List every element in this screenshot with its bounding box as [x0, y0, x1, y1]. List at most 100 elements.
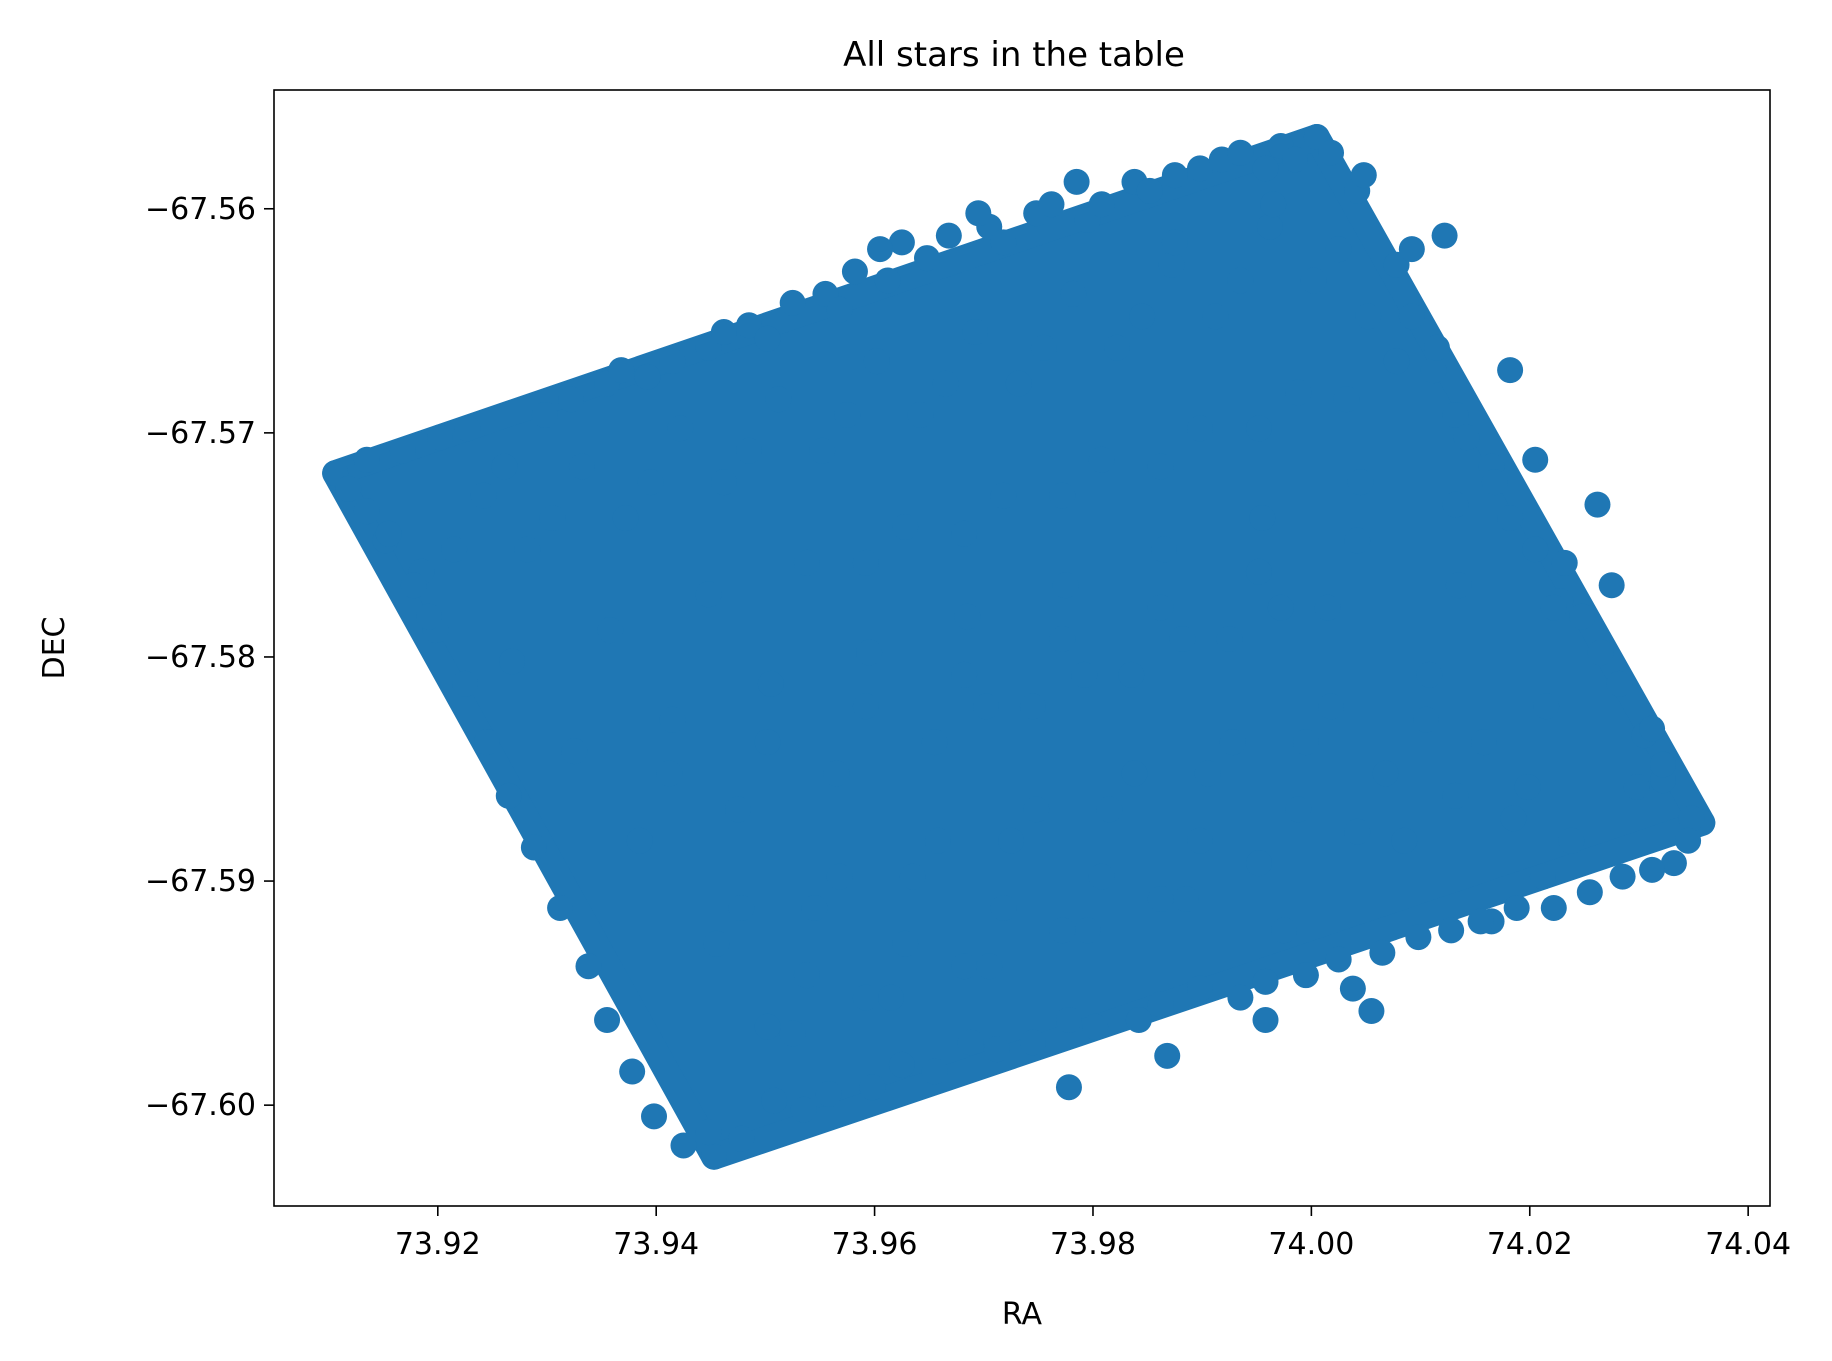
- star-point: [921, 729, 948, 756]
- star-point: [1350, 162, 1377, 189]
- x-tick-label: 74.02: [1487, 1227, 1573, 1262]
- star-point: [1169, 626, 1196, 653]
- star-point: [1285, 796, 1312, 823]
- star-point: [1540, 594, 1567, 621]
- star-point: [1060, 280, 1087, 307]
- star-point: [793, 549, 820, 576]
- star-point: [575, 953, 602, 980]
- star-point: [470, 482, 497, 509]
- star-point: [957, 1029, 984, 1056]
- star-point: [1023, 796, 1050, 823]
- star-point: [1055, 1074, 1082, 1101]
- y-axis-label: DEC: [37, 616, 72, 679]
- star-point: [1606, 670, 1633, 697]
- star-point: [1587, 639, 1614, 666]
- star-point: [1227, 139, 1254, 166]
- star-point: [1445, 572, 1472, 599]
- star-point: [1082, 1013, 1109, 1040]
- chart-title: All stars in the table: [843, 35, 1185, 75]
- star-point: [1639, 715, 1666, 742]
- star-point: [1453, 424, 1480, 451]
- star-point: [728, 894, 755, 921]
- star-point: [1522, 446, 1549, 473]
- star-point: [1569, 603, 1596, 630]
- star-point: [454, 415, 481, 442]
- x-tick-label: 74.04: [1705, 1227, 1791, 1262]
- star-point: [1136, 177, 1163, 204]
- star-point: [757, 670, 784, 697]
- star-point: [1260, 191, 1287, 218]
- star-point: [962, 319, 989, 346]
- star-point: [1129, 303, 1156, 330]
- star-point: [703, 930, 730, 957]
- star-point: [1481, 469, 1508, 496]
- star-point: [1150, 536, 1177, 563]
- star-point: [1442, 401, 1469, 428]
- star-point: [695, 1119, 722, 1146]
- star-point: [1383, 348, 1410, 375]
- star-point: [877, 984, 904, 1011]
- star-point: [1333, 386, 1360, 413]
- star-point: [907, 401, 934, 428]
- x-tick-label: 73.96: [832, 1227, 918, 1262]
- star-point: [353, 446, 380, 473]
- star-point: [761, 1087, 788, 1114]
- star-point: [1049, 626, 1076, 653]
- star-point: [1161, 162, 1188, 189]
- star-point: [1252, 1007, 1279, 1033]
- star-point: [983, 1036, 1010, 1063]
- star-point: [754, 729, 781, 756]
- star-point: [499, 648, 526, 675]
- x-axis-label: RA: [1002, 1297, 1043, 1332]
- star-point: [1030, 334, 1057, 361]
- star-point: [1202, 303, 1229, 330]
- star-point: [1147, 885, 1174, 912]
- star-point: [1252, 155, 1279, 182]
- star-point: [514, 536, 541, 563]
- star-point: [1623, 773, 1650, 800]
- star-point: [1522, 536, 1549, 563]
- star-point: [859, 1074, 886, 1101]
- star-point: [1161, 229, 1188, 256]
- y-tick-label: −67.59: [145, 864, 256, 899]
- star-point: [1249, 505, 1276, 532]
- star-point: [619, 1058, 646, 1085]
- star-point: [1675, 827, 1702, 854]
- x-tick-label: 74.00: [1268, 1227, 1354, 1262]
- star-point: [728, 1125, 755, 1152]
- star-point: [1391, 827, 1418, 854]
- star-point: [779, 1020, 806, 1047]
- star-point: [1194, 760, 1221, 787]
- star-point: [990, 894, 1017, 921]
- star-point: [834, 401, 861, 428]
- star-point: [1344, 527, 1371, 554]
- star-point: [1154, 1042, 1181, 1069]
- star-point: [1049, 482, 1076, 509]
- star-point: [998, 827, 1025, 854]
- star-point: [1104, 334, 1131, 361]
- star-point: [1088, 446, 1115, 473]
- star-point: [568, 453, 595, 480]
- star-point: [765, 386, 792, 413]
- star-point: [1551, 549, 1578, 576]
- star-point: [353, 498, 380, 525]
- star-point: [634, 363, 661, 390]
- star-point: [1503, 894, 1530, 921]
- star-point: [1533, 693, 1560, 720]
- star-point: [558, 386, 585, 413]
- star-point: [612, 505, 639, 532]
- star-point: [790, 1096, 817, 1123]
- star-point: [539, 505, 566, 532]
- star-point: [1431, 222, 1458, 249]
- star-point: [1271, 917, 1298, 944]
- y-tick-label: −67.57: [145, 416, 256, 451]
- star-point: [965, 200, 992, 227]
- star-point: [976, 953, 1003, 980]
- star-point: [1019, 693, 1046, 720]
- star-point: [1052, 572, 1079, 599]
- star-point: [1470, 729, 1497, 756]
- star-point: [826, 863, 853, 890]
- star-point: [1369, 939, 1396, 966]
- star-point: [710, 319, 737, 346]
- star-point: [1256, 213, 1283, 240]
